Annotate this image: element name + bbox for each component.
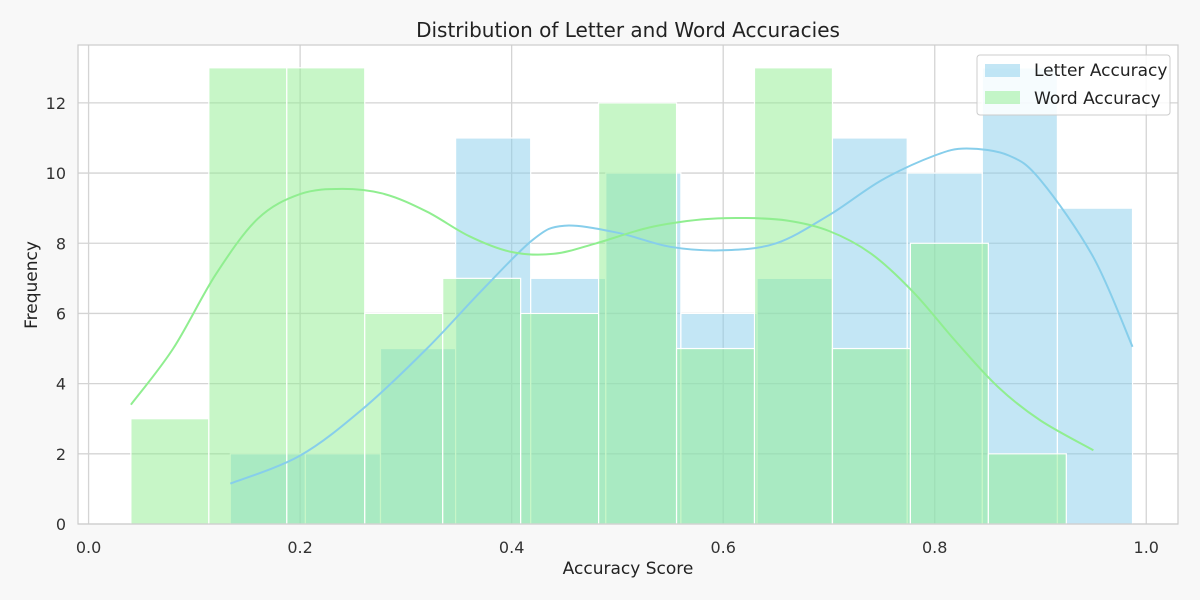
y-axis-title: Frequency (22, 241, 42, 329)
histogram-bar (520, 312, 600, 525)
histogram-bar (831, 347, 912, 525)
x-tick-label: 0.8 (922, 538, 947, 557)
histogram-bar (675, 347, 756, 525)
y-axis-ticks: 0 2 4 6 8 10 12 (46, 94, 66, 534)
kde-curve (229, 147, 1134, 485)
x-tick-label: 0.4 (499, 538, 524, 557)
y-tick-label: 0 (56, 515, 66, 534)
kde-curve (130, 187, 1094, 452)
x-axis-ticks: 0.0 0.2 0.4 0.6 0.8 1.0 (76, 538, 1159, 557)
x-tick-label: 0.6 (710, 538, 735, 557)
histogram-bar (286, 67, 366, 525)
y-tick-label: 2 (56, 445, 66, 464)
legend: Letter Accuracy Word Accuracy (976, 54, 1171, 116)
legend-label-word: Word Accuracy (1034, 89, 1161, 109)
histogram-bars (130, 67, 1134, 525)
histogram-bar (364, 312, 444, 525)
y-tick-label: 6 (56, 304, 66, 323)
y-tick-label: 10 (46, 164, 66, 183)
histogram-bar (208, 67, 288, 525)
histogram-bar (987, 453, 1067, 525)
y-tick-label: 4 (56, 375, 66, 394)
legend-label-letter: Letter Accuracy (1034, 61, 1167, 81)
histogram-bar (909, 242, 989, 525)
histogram-bar (597, 102, 678, 525)
kde-curves (130, 147, 1134, 485)
x-tick-label: 1.0 (1134, 538, 1159, 557)
x-tick-label: 0.0 (76, 538, 101, 557)
x-tick-label: 0.2 (287, 538, 312, 557)
histogram-bar (1056, 207, 1134, 525)
legend-swatch-word (985, 91, 1020, 104)
legend-swatch-letter (985, 64, 1020, 77)
legend-box (976, 54, 1171, 116)
y-tick-label: 8 (56, 234, 66, 253)
histogram-bar (753, 67, 834, 525)
histogram-bar (442, 277, 522, 525)
histogram-bar (130, 418, 210, 525)
plot-frame (77, 44, 1179, 525)
x-axis-title: Accuracy Score (563, 559, 694, 579)
y-tick-label: 12 (46, 94, 66, 113)
histogram-bar (981, 67, 1059, 525)
chart-title: Distribution of Letter and Word Accuraci… (416, 18, 840, 42)
